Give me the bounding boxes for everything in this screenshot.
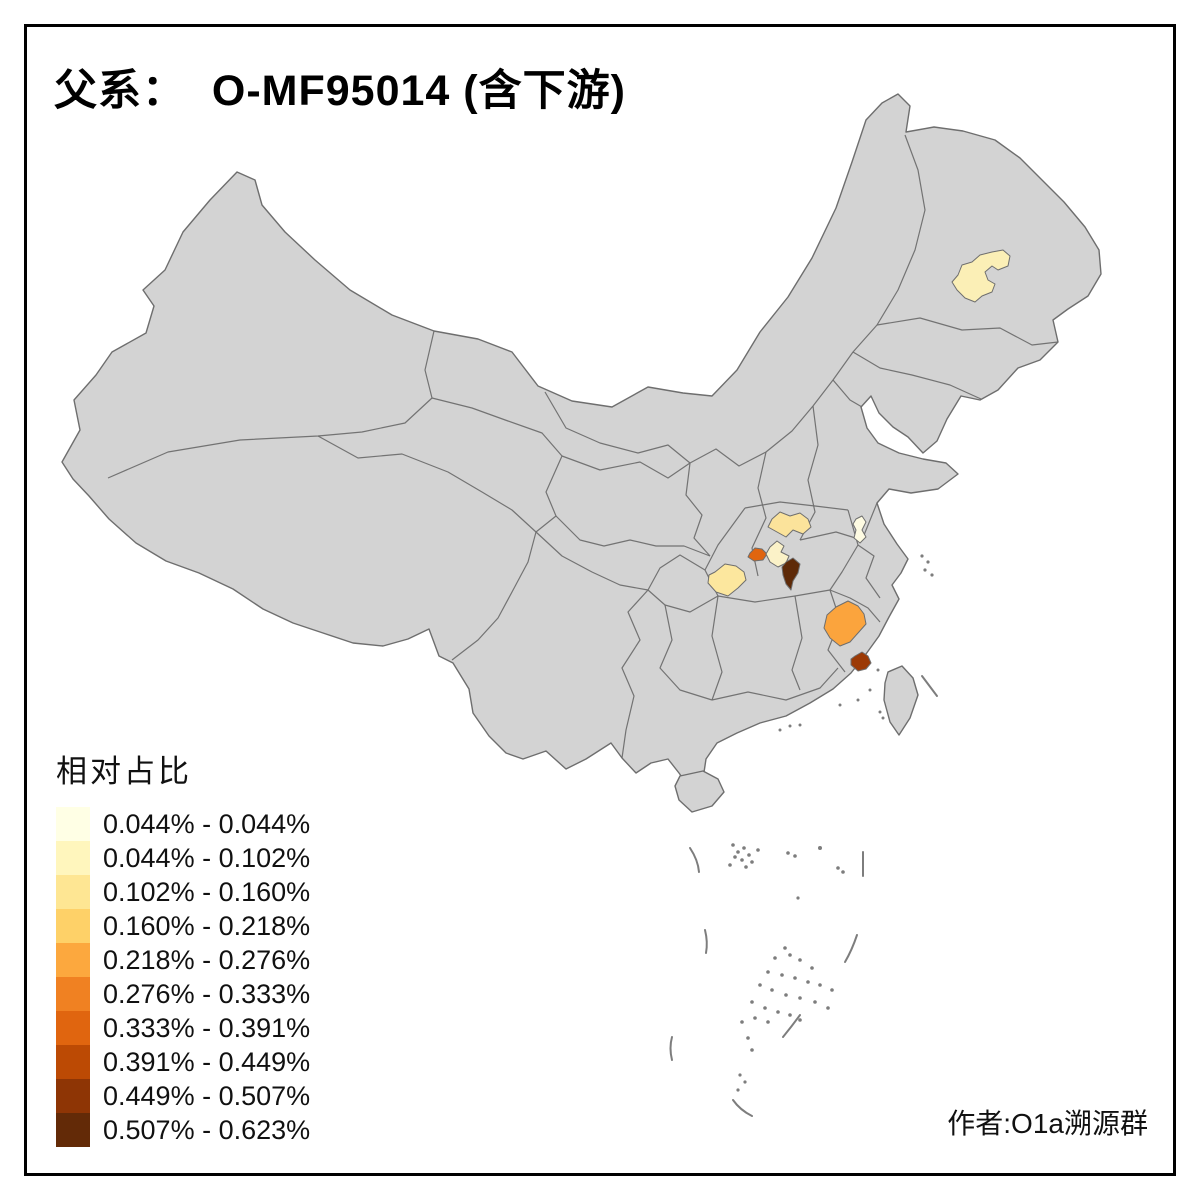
legend-swatch [56, 1079, 90, 1113]
legend-label: 0.160% - 0.218% [103, 910, 311, 941]
taiwan-island [883, 665, 919, 736]
region-northeast-harbin [951, 249, 1011, 303]
region-hubei-west-small [747, 547, 768, 562]
legend-item: 0.276% - 0.333% [56, 977, 310, 1011]
legend-item: 0.218% - 0.276% [56, 943, 310, 977]
region-hubei-central-pale [765, 540, 790, 568]
author-credit: 作者:O1a溯源群 [947, 1108, 1148, 1139]
legend: 相对占比 0.044% - 0.044% 0.044% - 0.102% 0.102… [56, 746, 310, 1147]
legend-label: 0.449% - 0.507% [103, 1080, 311, 1111]
legend-item: 0.449% - 0.507% [56, 1079, 310, 1113]
legend-item: 0.391% - 0.449% [56, 1045, 310, 1079]
region-hubei-north [767, 511, 812, 538]
region-anhui-strip [852, 515, 867, 544]
legend-item: 0.044% - 0.044% [56, 807, 310, 841]
legend-label: 0.044% - 0.102% [103, 842, 311, 873]
legend-swatch [56, 1113, 90, 1147]
region-fujian-coastal [850, 651, 872, 672]
legend-swatch [56, 875, 90, 909]
legend-label: 0.044% - 0.044% [103, 808, 311, 839]
legend-item: 0.333% - 0.391% [56, 1011, 310, 1045]
page-title: 父系： O-MF95014 (含下游) [54, 67, 626, 115]
legend-label: 0.391% - 0.449% [103, 1046, 311, 1077]
legend-swatch [56, 909, 90, 943]
legend-swatch [56, 1011, 90, 1045]
legend-item: 0.102% - 0.160% [56, 875, 310, 909]
legend-swatch [56, 943, 90, 977]
legend-label: 0.507% - 0.623% [103, 1114, 311, 1145]
legend-item: 0.160% - 0.218% [56, 909, 310, 943]
legend-swatch [56, 807, 90, 841]
legend-label: 0.218% - 0.276% [103, 944, 311, 975]
legend-items: 0.044% - 0.044% 0.044% - 0.102% 0.102% - 0… [56, 807, 310, 1147]
south-china-sea-islands [669, 554, 938, 1117]
mainland-china [61, 93, 1102, 792]
legend-swatch [56, 977, 90, 1011]
legend-item: 0.507% - 0.623% [56, 1113, 310, 1147]
legend-label: 0.276% - 0.333% [103, 978, 311, 1009]
hainan-island [674, 770, 725, 813]
legend-item: 0.044% - 0.102% [56, 841, 310, 875]
legend-title: 相对占比 [56, 754, 192, 789]
region-wuhan [781, 557, 801, 591]
legend-label: 0.333% - 0.391% [103, 1012, 311, 1043]
highlighted-regions [707, 249, 1011, 672]
region-fujian-northwest [823, 600, 867, 647]
region-chongqing-east [707, 563, 747, 597]
legend-swatch [56, 841, 90, 875]
legend-swatch [56, 1045, 90, 1079]
legend-label: 0.102% - 0.160% [103, 876, 311, 907]
